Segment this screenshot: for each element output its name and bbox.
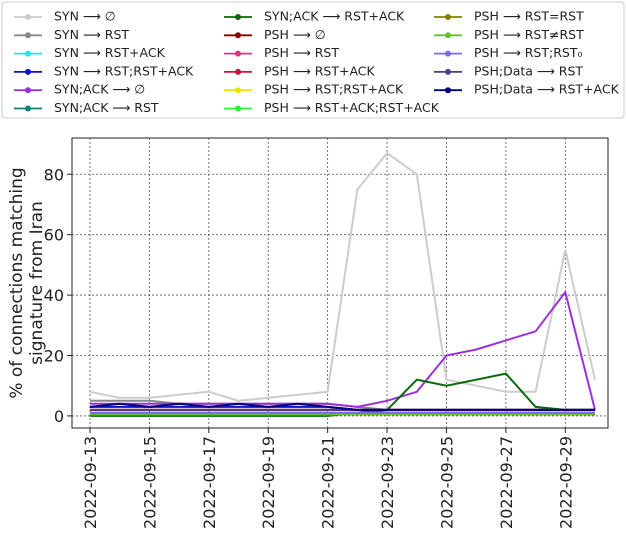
plot-frame: [71, 137, 609, 429]
legend-label: SYN;ACK ⟶ RST+ACK: [264, 9, 405, 24]
legend-marker: [235, 68, 241, 75]
x-tick-label: 2022-09-23: [378, 436, 397, 529]
legend-marker: [235, 105, 241, 112]
legend-marker: [445, 14, 451, 20]
x-tick-label: 2022-09-17: [200, 436, 219, 529]
legend-label: PSH ⟶ RST+ACK: [264, 63, 376, 78]
y-tick-label: 60: [44, 226, 64, 245]
legend-marker: [25, 68, 31, 75]
legend-marker: [235, 14, 241, 20]
legend-marker: [235, 50, 241, 57]
x-tick-label: 2022-09-19: [259, 436, 278, 529]
legend-label: SYN;ACK ⟶ ∅: [54, 82, 145, 97]
legend-box: [1, 1, 625, 119]
legend-label: PSH ⟶ RST;RST+ACK: [264, 82, 404, 97]
x-tick-label: 2022-09-27: [497, 436, 516, 529]
legend-marker: [445, 68, 451, 75]
series-line: [89, 402, 595, 411]
y-tick-label: 80: [44, 165, 64, 184]
legend-marker: [235, 87, 241, 94]
legend-label: PSH ⟶ RST: [264, 45, 339, 60]
legend-label: SYN ⟶ RST: [54, 27, 129, 42]
legend-label: SYN ⟶ RST+ACK: [54, 45, 166, 60]
legend-label: SYN ⟶ RST;RST+ACK: [54, 63, 194, 78]
legend-marker: [25, 105, 31, 112]
legend-label: PSH ⟶ ∅: [264, 27, 326, 42]
y-tick-label: 40: [44, 286, 64, 305]
x-tick-label: 2022-09-29: [556, 436, 575, 529]
legend-label: PSH;Data ⟶ RST+ACK: [474, 82, 620, 97]
legend-label: SYN;ACK ⟶ RST: [54, 100, 159, 115]
x-tick-label: 2022-09-21: [319, 436, 338, 529]
legend-label: PSH;Data ⟶ RST: [474, 63, 583, 78]
legend-marker: [445, 87, 451, 94]
legend-label: SYN ⟶ ∅: [54, 9, 116, 24]
series-line: [89, 151, 596, 402]
legend-marker: [25, 50, 31, 57]
legend-label: PSH ⟶ RST+ACK;RST+ACK: [264, 100, 440, 115]
y-tick-label: 20: [44, 347, 64, 366]
legend-marker: [445, 32, 451, 39]
y-tick-label: 0: [54, 407, 64, 426]
x-tick-label: 2022-09-15: [140, 436, 159, 529]
legend-label: PSH ⟶ RST=RST: [474, 9, 584, 24]
x-tick-label: 2022-09-13: [81, 436, 100, 529]
legend-marker: [235, 32, 241, 39]
legend-marker: [445, 50, 451, 57]
legend-label: PSH ⟶ RST;RST₀: [474, 45, 582, 60]
legend-label: PSH ⟶ RST≠RST: [474, 27, 584, 42]
y-axis-label: % of connections matchingsignature from …: [7, 167, 47, 398]
legend-marker: [25, 32, 31, 39]
legend-marker: [25, 14, 31, 20]
x-tick-label: 2022-09-25: [437, 436, 456, 529]
legend-marker: [25, 87, 31, 94]
